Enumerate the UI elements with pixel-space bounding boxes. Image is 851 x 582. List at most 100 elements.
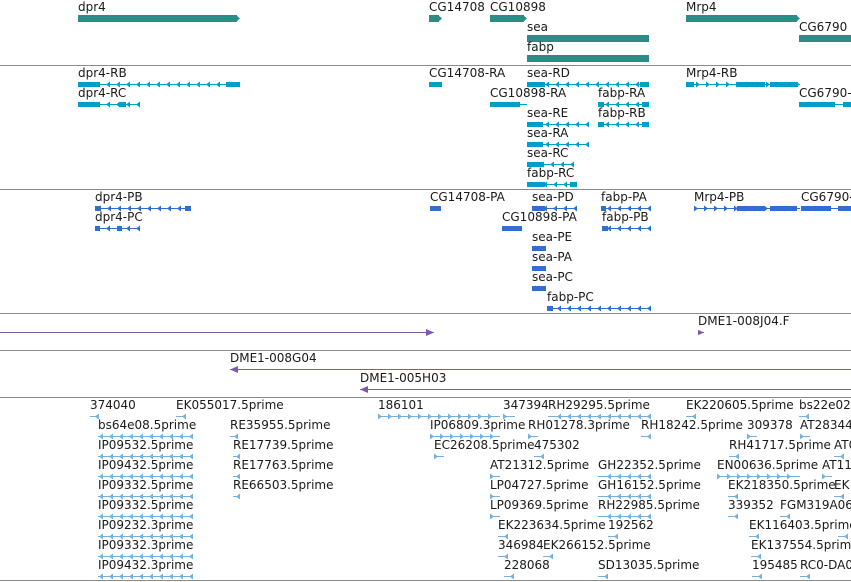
feature-at21312-5prime[interactable]: AT21312.5prime [490,458,589,480]
feature-mrp4-rb[interactable]: Mrp4-RB [686,66,800,88]
feature-dpr4-pc[interactable]: dpr4-PC [95,210,143,232]
feature-cg10898-pa[interactable]: CG10898-PA [502,210,577,231]
feature-cg10898-ra[interactable]: CG10898-RA [490,86,566,107]
feature-fgm319a06-3prime[interactable]: FGM319A06.3prime [780,498,851,520]
feature-unnamed[interactable] [0,314,434,336]
feature-dme1-008g04[interactable]: DME1-008G04 [230,351,851,373]
feature-347394[interactable]: 347394 [503,398,549,420]
feature-glyph [598,473,651,480]
feature-cg14708[interactable]: CG14708 [429,0,485,22]
feature-gh16152-5prime[interactable]: GH16152.5prime [598,478,701,500]
feature-ip06809-3prime[interactable]: IP06809.3prime [430,418,525,440]
feature-lp09369-5prime[interactable]: LP09369.5prime [490,498,589,520]
feature-309378[interactable]: 309378 [747,418,793,440]
feature-dpr4[interactable]: dpr4 [78,0,240,22]
feature-sea-pe[interactable]: sea-PE [532,230,572,252]
feature-346984[interactable]: 346984 [498,538,544,560]
feature-rc0-da00[interactable]: RC0-DA00 [800,558,851,580]
feature-sea-ra[interactable]: sea-RA [527,126,589,148]
feature-rh41717-5prime[interactable]: RH41717.5prime [729,438,831,460]
feature-195485[interactable]: 195485 [752,558,798,580]
feature-fabp-pb[interactable]: fabp-PB [602,210,651,232]
feature-228068[interactable]: 228068 [504,558,550,580]
feature-cg10898[interactable]: CG10898 [490,0,546,22]
feature-sea-rc[interactable]: sea-RC [527,146,574,168]
feature-label: RE17763.5prime [233,458,334,472]
feature-sd13035-5prime[interactable]: SD13035.5prime [598,558,699,580]
feature-rh29295-5prime[interactable]: RH29295.5prime [548,398,651,420]
feature-fabp-rb[interactable]: fabp-RB [598,106,649,128]
feature-ek266152-5prime[interactable]: EK266152.5prime [543,538,651,560]
feature-dpr4-pb[interactable]: dpr4-PB [95,190,191,212]
feature-cg6790[interactable]: CG6790 [799,20,851,42]
feature-label: CG6790 [799,20,848,34]
feature-bs22e02-5prime[interactable]: bs22e02.5prime [799,398,851,420]
feature-glyph [98,433,193,440]
feature-374040[interactable]: 374040 [90,398,136,420]
feature-re35955-5prime[interactable]: RE35955.5prime [230,418,331,440]
feature-lp04727-5prime[interactable]: LP04727.5prime [490,478,589,500]
feature-ek220605-5prime[interactable]: EK220605.5prime [686,398,794,420]
feature-ip09332-5prime[interactable]: IP09332.5prime [98,478,193,500]
feature-ek223634-5prime[interactable]: EK223634.5prime [498,518,606,540]
feature-ip09332-3prime[interactable]: IP09332.3prime [98,538,193,560]
feature-at01[interactable]: AT01 [834,438,851,460]
feature-ip09432-3prime[interactable]: IP09432.3prime [98,558,193,580]
feature-339352[interactable]: 339352 [728,498,774,520]
feature-label: dpr4 [78,0,106,14]
feature-192562[interactable]: 192562 [608,518,654,540]
feature-dpr4-rc[interactable]: dpr4-RC [78,86,140,108]
feature-glyph [694,205,800,212]
feature-bs64e08-5prime[interactable]: bs64e08.5prime [98,418,196,440]
feature-unnamed[interactable] [838,518,848,540]
feature-at28344-5prime[interactable]: AT28344.5prime [800,418,851,440]
feature-mrp4[interactable]: Mrp4 [686,0,800,22]
feature-ek116403-5prime[interactable]: EK116403.5prime [749,518,851,540]
feature-rh18242-5prime[interactable]: RH18242.5prime [641,418,743,440]
feature-rh22985-5prime[interactable]: RH22985.5prime [598,498,700,520]
feature-label: IP09532.5prime [98,438,194,452]
feature-fabp-ra[interactable]: fabp-RA [598,86,649,108]
feature-ek055017-5prime[interactable]: EK055017.5prime [176,398,284,420]
feature-mrp4-pb[interactable]: Mrp4-PB [694,190,800,212]
feature-sea-pa[interactable]: sea-PA [532,250,572,272]
feature-ip09232-3prime[interactable]: IP09232.3prime [98,518,194,540]
feature-475302[interactable]: 475302 [534,438,580,460]
feature-re17763-5prime[interactable]: RE17763.5prime [233,458,334,480]
feature-sea-pd[interactable]: sea-PD [532,190,577,212]
feature-fabp-pc[interactable]: fabp-PC [547,290,651,312]
feature-fabp[interactable]: fabp [527,40,649,62]
feature-ip09432-5prime[interactable]: IP09432.5prime [98,458,193,480]
feature-sea-rd[interactable]: sea-RD [527,66,649,88]
feature-fabp-pa[interactable]: fabp-PA [601,190,651,212]
feature-ek137554-5prime[interactable]: EK137554.5prime [751,538,851,560]
feature-ip09332-5prime[interactable]: IP09332.5prime [98,498,193,520]
feature-label: bs22e02.5prime [799,398,851,412]
feature-re17739-5prime[interactable]: RE17739.5prime [233,438,334,460]
feature-en00636-5prime[interactable]: EN00636.5prime [717,458,818,480]
feature-sea-pc[interactable]: sea-PC [532,270,573,292]
feature-cg14708-ra[interactable]: CG14708-RA [429,66,505,87]
feature-ip09532-5prime[interactable]: IP09532.5prime [98,438,194,460]
feature-fabp-rc[interactable]: fabp-RC [527,166,577,188]
feature-cg14708-pa[interactable]: CG14708-PA [430,190,505,211]
feature-glyph [98,573,193,580]
feature-re66503-5prime[interactable]: RE66503.5prime [233,478,334,500]
feature-sea[interactable]: sea [527,20,649,42]
feature-rh01278-3prime[interactable]: RH01278.3prime [528,418,630,440]
feature-gh22352-5prime[interactable]: GH22352.5prime [598,458,701,480]
feature-cg6790-ra[interactable]: CG6790-RA [799,86,851,107]
feature-sea-re[interactable]: sea-RE [527,106,589,128]
feature-glyph [601,205,651,212]
feature-ek[interactable]: EK [834,478,849,500]
transcript-track: dpr4-RB CG14708-RA sea-RD Mrp4-RB dpr4-RC CG1… [0,66,851,190]
feature-label: IP09232.3prime [98,518,194,532]
feature-cg6790-pa[interactable]: CG6790-PA [801,190,851,211]
feature-ec26208-5prime[interactable]: EC26208.5prime [434,438,535,460]
feature-dme1-005h03[interactable]: DME1-005H03 [360,371,851,393]
feature-186101[interactable]: 186101 [378,398,500,420]
feature-dpr4-rb[interactable]: dpr4-RB [78,66,240,88]
feature-dme1-008j04-f[interactable]: DME1-008J04.F [698,314,790,336]
feature-at11[interactable]: AT11 [822,458,851,480]
feature-ek218350-5prime[interactable]: EK218350.5prime [728,478,836,500]
